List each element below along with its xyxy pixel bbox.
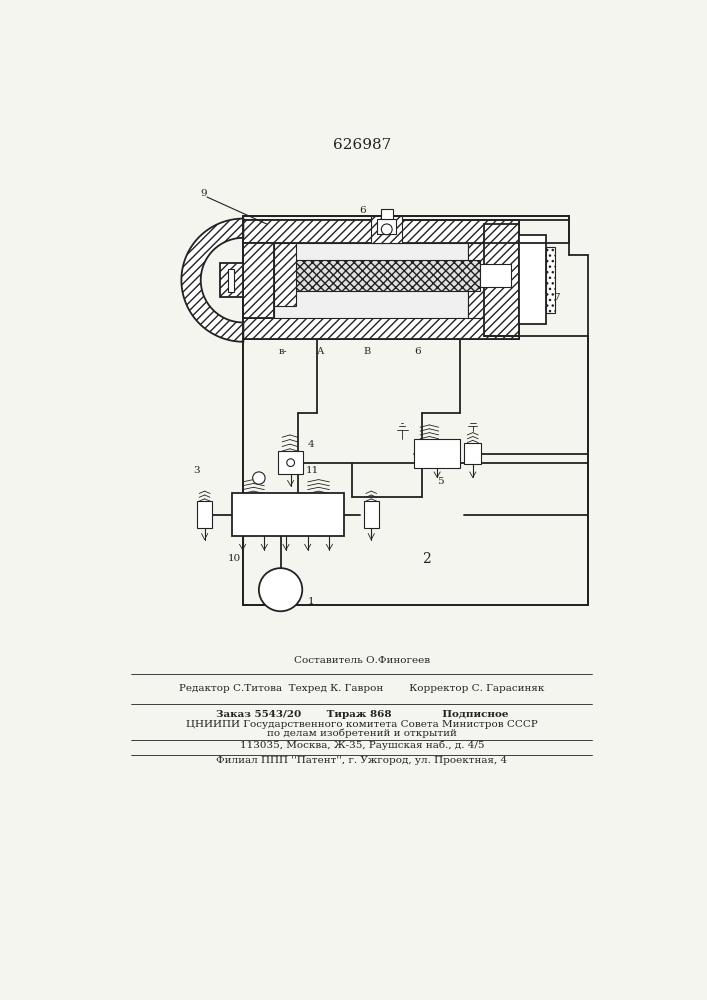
Bar xyxy=(380,209,393,219)
Polygon shape xyxy=(182,219,243,342)
Text: 7: 7 xyxy=(554,293,560,302)
Bar xyxy=(546,247,555,312)
Bar xyxy=(279,451,303,474)
Bar xyxy=(243,243,274,318)
Text: в-: в- xyxy=(279,347,287,356)
Text: Заказ 5543/20       Тираж 868              Подписное: Заказ 5543/20 Тираж 868 Подписное xyxy=(216,710,508,719)
Text: Составитель О.Финогеев: Составитель О.Финогеев xyxy=(294,656,430,665)
Bar xyxy=(468,243,491,318)
Bar xyxy=(243,220,518,339)
Text: по делам изобретений и открытий: по делам изобретений и открытий xyxy=(267,729,457,738)
Bar xyxy=(232,493,344,536)
Bar xyxy=(363,501,379,528)
Bar xyxy=(197,501,212,528)
Bar xyxy=(228,269,234,292)
Bar xyxy=(274,260,480,291)
Text: 6: 6 xyxy=(414,347,421,356)
Circle shape xyxy=(252,472,265,484)
Text: 113035, Москва, Ж-35, Раушская наб., д. 4/5: 113035, Москва, Ж-35, Раушская наб., д. … xyxy=(240,740,484,750)
Text: 5: 5 xyxy=(437,477,444,486)
Text: А: А xyxy=(317,347,325,356)
Text: 626987: 626987 xyxy=(333,138,391,152)
Text: ЦНИИПИ Государственного комитета Совета Министров СССР: ЦНИИПИ Государственного комитета Совета … xyxy=(186,720,538,729)
Bar xyxy=(243,220,518,243)
Text: 4: 4 xyxy=(308,440,315,449)
Text: Филиал ППП ''Патент'', г. Ужгород, ул. Проектная, 4: Филиал ППП ''Патент'', г. Ужгород, ул. П… xyxy=(216,756,508,765)
Bar xyxy=(274,243,296,306)
Text: 6: 6 xyxy=(360,206,366,215)
Text: 10: 10 xyxy=(228,554,241,563)
Circle shape xyxy=(259,568,303,611)
Bar xyxy=(518,235,546,324)
Bar xyxy=(243,318,518,339)
Bar xyxy=(371,216,402,243)
Circle shape xyxy=(381,224,392,235)
Bar xyxy=(480,264,510,287)
Text: Редактор С.Титова  Техред К. Гаврон        Корректор С. Гарасиняк: Редактор С.Титова Техред К. Гаврон Корре… xyxy=(180,684,544,693)
Text: 9: 9 xyxy=(201,189,207,198)
Bar xyxy=(220,263,243,297)
Text: В: В xyxy=(363,347,370,356)
Bar xyxy=(378,219,396,234)
Text: 1: 1 xyxy=(308,597,315,606)
Bar xyxy=(274,243,468,318)
Text: 2: 2 xyxy=(421,552,431,566)
Bar xyxy=(414,439,460,468)
Bar xyxy=(464,443,481,464)
Circle shape xyxy=(287,459,295,466)
Text: 11: 11 xyxy=(305,466,319,475)
Text: 3: 3 xyxy=(193,466,199,475)
Bar xyxy=(484,224,518,336)
